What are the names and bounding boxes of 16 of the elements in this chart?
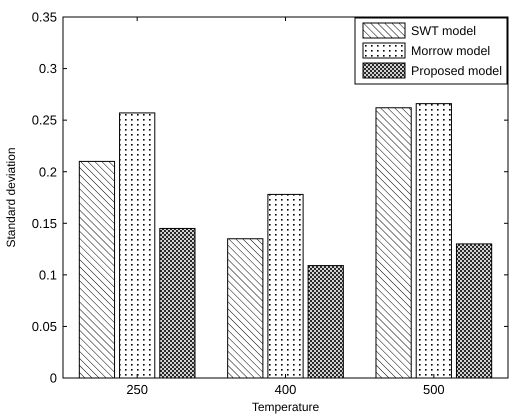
x-tick-label: 250 [126, 382, 148, 397]
x-tick-label: 400 [274, 382, 296, 397]
y-tick-label: 0.15 [32, 216, 57, 231]
y-axis-title: Standard deviation [4, 147, 18, 248]
y-tick-label: 0.3 [38, 61, 57, 76]
legend-label: Morrow model [411, 44, 490, 58]
x-axis-title: Temperature [252, 400, 320, 414]
y-tick-label: 0.05 [32, 318, 57, 334]
x-tick-label: 500 [422, 382, 445, 397]
y-tick-label: 0.35 [32, 10, 57, 25]
y-tick-label: 0 [50, 370, 57, 386]
legend-label: SWT model [411, 24, 476, 38]
y-tick-label: 0.25 [32, 112, 57, 128]
y-tick-label: 0.1 [38, 267, 57, 282]
y-tick-label: 0.2 [38, 164, 57, 180]
legend-label: Proposed model [411, 64, 502, 78]
